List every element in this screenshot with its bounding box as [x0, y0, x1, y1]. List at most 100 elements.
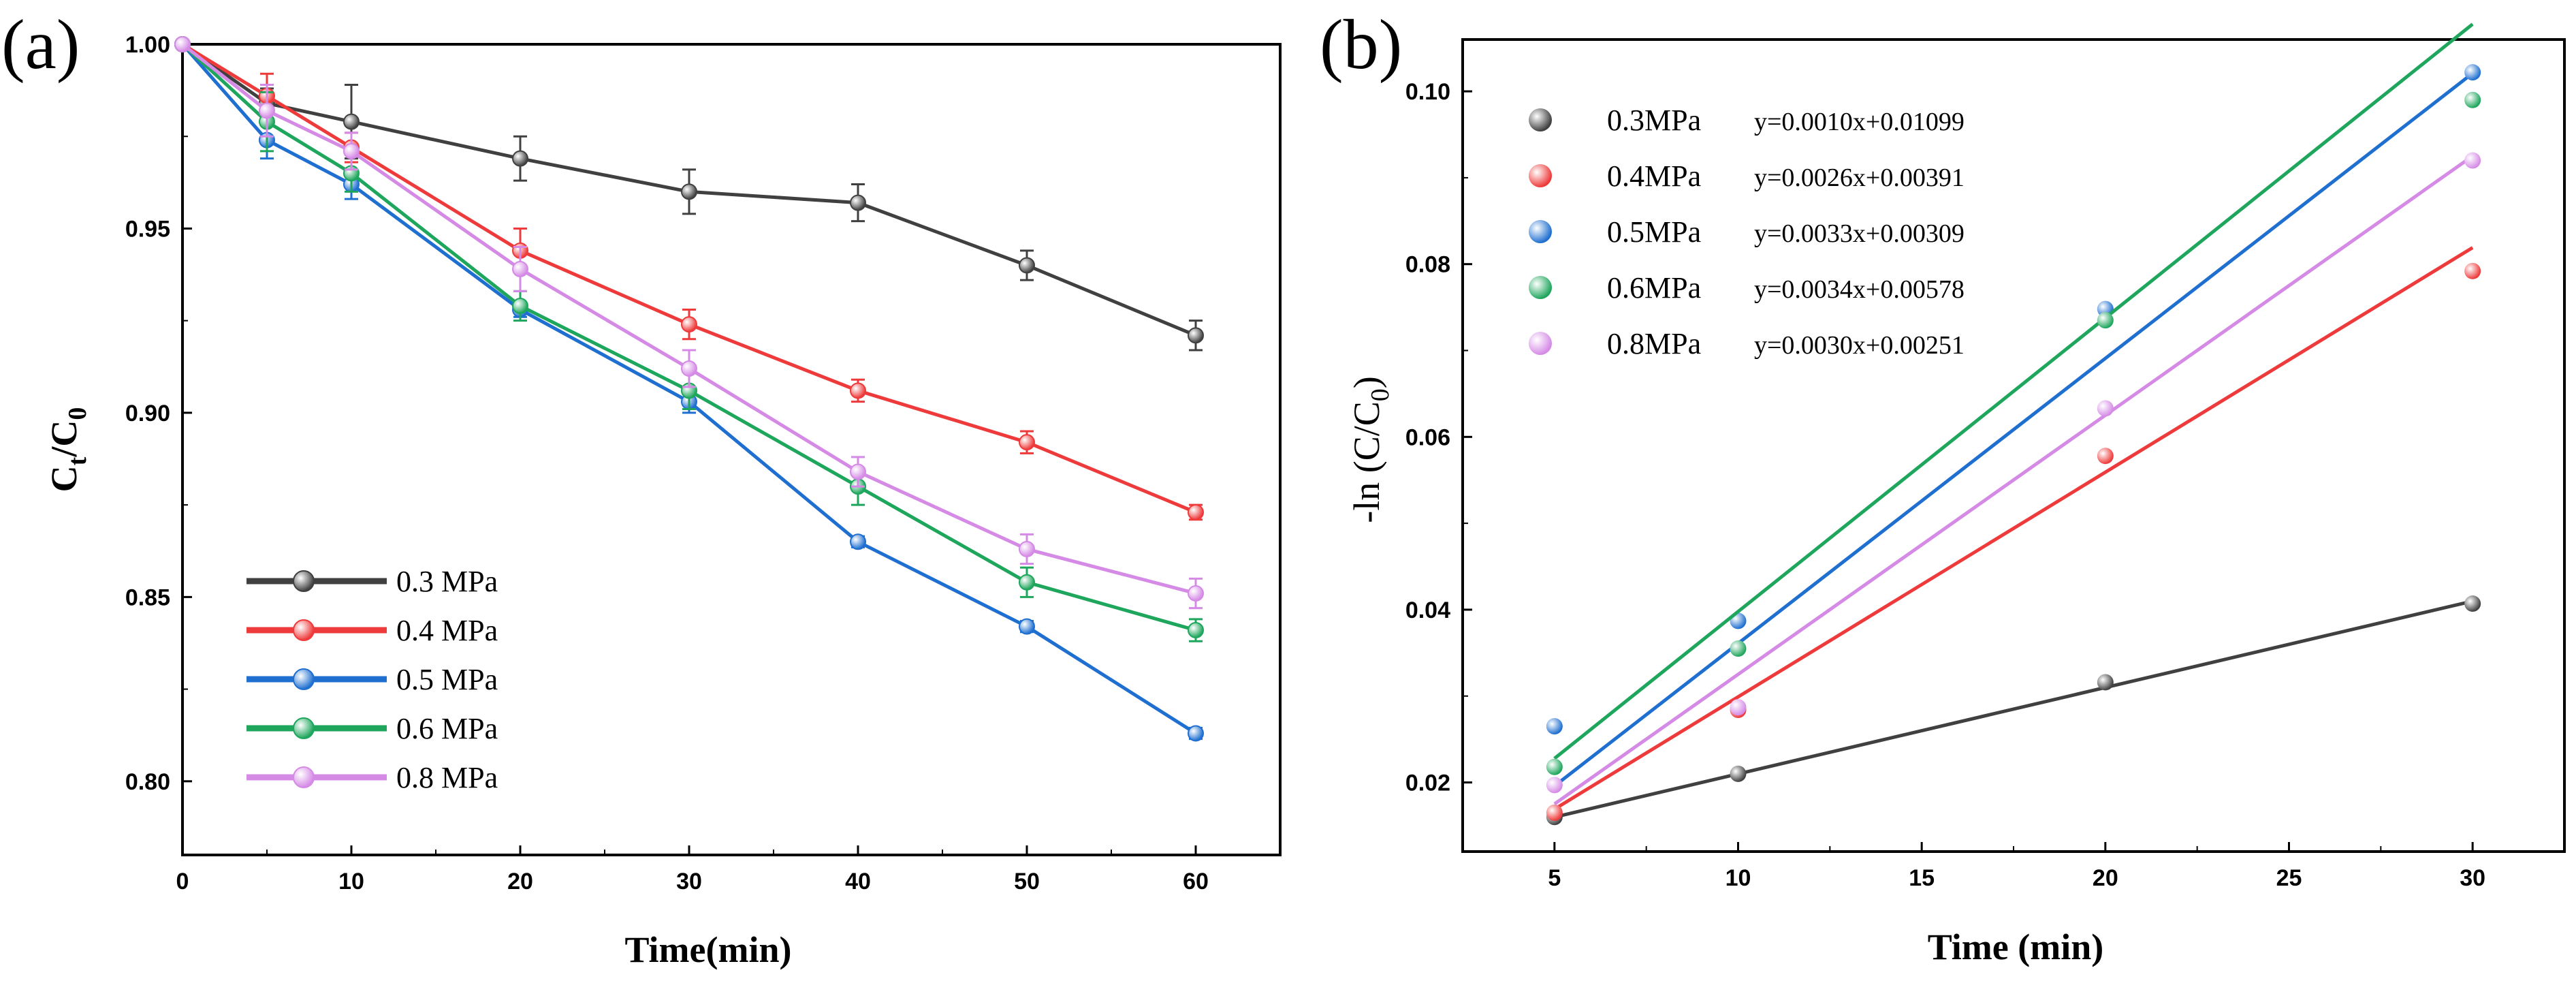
panel-a-y-axis-title: Ct/C0: [44, 407, 92, 493]
legend-equation-0-3mpa: y=0.0010x+0.01099: [1754, 108, 1965, 136]
data-point-0-3mpa-3: [2464, 595, 2481, 612]
data-point-0-4-mpa-6: [1019, 434, 1035, 451]
y-tick-label-b-2: 0.06: [1405, 424, 1450, 450]
x-tick-label-b-2: 15: [1909, 865, 1935, 891]
panel-b-ticks: 5 10 15 20 25 30 0.02 0.04 0.06 0.08 0.10: [1405, 79, 2485, 891]
y-tick-label-b-0: 0.02: [1405, 770, 1450, 796]
data-point-0-8mpa-2: [2097, 400, 2114, 417]
data-point-0-5mpa-0: [1546, 718, 1563, 735]
fit-line-0-6mpa: [1553, 22, 2474, 760]
panel-a-label: (a): [1, 5, 80, 84]
data-point-0-3-mpa-2: [343, 113, 360, 130]
data-point-0-4mpa-3: [2464, 262, 2481, 279]
x-tick-label-a-6: 60: [1183, 869, 1209, 894]
panel-a-ylabel-sub1: t: [63, 456, 92, 465]
legend-equation-0-5mpa: y=0.0033x+0.00309: [1754, 219, 1965, 248]
x-tick-label-a-2: 20: [507, 869, 533, 894]
data-point-0-8-mpa-5: [850, 463, 866, 480]
x-tick-label-b-1: 10: [1726, 865, 1751, 891]
x-tick-label-a-4: 40: [845, 869, 871, 894]
data-point-0-8mpa-3: [2464, 152, 2481, 169]
y-tick-label-b-3: 0.08: [1405, 252, 1450, 278]
y-tick-label-a-4: 1.00: [125, 32, 170, 58]
panel-a-ylabel-main: C: [44, 465, 84, 492]
panel-b-ylabel-main: -ln (C/C: [1346, 401, 1387, 523]
data-point-0-8-mpa-7: [1188, 585, 1204, 602]
legend-label-0-3mpa: 0.3MPa: [1607, 104, 1701, 137]
legend-marker-0-5-mpa: [293, 668, 315, 690]
data-point-0-3-mpa-5: [850, 194, 866, 211]
y-tick-label-a-2: 0.90: [125, 401, 170, 426]
fit-line-0-5mpa: [1553, 72, 2474, 788]
x-tick-label-a-1: 10: [338, 869, 364, 894]
legend-equation-0-6mpa: y=0.0034x+0.00578: [1754, 275, 1965, 304]
legend-marker-0-6-mpa: [293, 717, 315, 739]
data-point-0-8-mpa-4: [681, 360, 697, 377]
y-tick-label-a-1: 0.85: [125, 585, 170, 610]
series-line-0-5-mpa: [181, 43, 1197, 735]
legend-marker-0-4-mpa: [293, 619, 315, 641]
legend-marker-0-8-mpa: [293, 766, 315, 788]
legend-label-0-8-mpa: 0.8 MPa: [396, 761, 498, 794]
data-point-0-3-mpa-3: [512, 150, 528, 167]
data-point-0-6-mpa-3: [512, 298, 528, 315]
y-tick-label-b-4: 0.10: [1405, 79, 1450, 105]
data-point-0-6mpa-0: [1546, 758, 1563, 775]
panel-a-series: [174, 36, 1204, 742]
panel-a-ylabel-slash: /C: [44, 420, 84, 458]
data-point-0-3-mpa-4: [681, 183, 697, 200]
y-tick-label-a-0: 0.80: [125, 769, 170, 795]
legend-marker-0-3mpa: [1529, 108, 1552, 131]
legend-equation-0-4mpa: y=0.0026x+0.00391: [1754, 164, 1965, 192]
x-tick-label-a-0: 0: [176, 869, 189, 894]
legend-marker-0-3-mpa: [293, 570, 315, 592]
data-point-0-8-mpa-6: [1019, 541, 1035, 558]
x-tick-label-a-5: 50: [1014, 869, 1040, 894]
fit-line-0-4mpa: [1553, 246, 2474, 811]
y-tick-label-b-1: 0.04: [1405, 597, 1450, 623]
legend-label-0-5-mpa: 0.5 MPa: [396, 663, 498, 696]
panel-b-ylabel-sub: 0: [1366, 388, 1395, 401]
data-point-0-5mpa-3: [2464, 64, 2481, 81]
panel-a-ticks: 0 10 20 30 40 50 60 0.80 0.85 0.90 0.95 1.00: [125, 32, 1209, 894]
data-point-0-6mpa-2: [2097, 312, 2114, 329]
data-point-0-6-mpa-6: [1019, 574, 1035, 591]
legend-marker-0-6mpa: [1529, 276, 1552, 299]
data-point-0-4-mpa-5: [850, 382, 866, 399]
x-tick-label-b-5: 30: [2460, 865, 2485, 891]
data-point-0-8mpa-0: [1546, 777, 1563, 794]
series-line-0-8-mpa: [181, 43, 1196, 595]
legend-label-0-4-mpa: 0.4 MPa: [396, 614, 498, 647]
fit-line-0-8mpa: [1553, 155, 2474, 806]
panel-a-x-axis-title: Time(min): [625, 929, 792, 970]
data-point-0-4-mpa-7: [1188, 503, 1204, 520]
legend-marker-0-4mpa: [1529, 164, 1552, 187]
data-point-0-4mpa-0: [1546, 804, 1563, 821]
series-line-0-4-mpa: [181, 42, 1196, 514]
legend-label-0-8mpa: 0.8MPa: [1607, 327, 1701, 360]
data-point-0-3mpa-1: [1730, 765, 1747, 782]
y-tick-label-a-3: 0.95: [125, 216, 170, 242]
panel-a-plot-frame: [181, 43, 1282, 856]
panel-b-ylabel-end: ): [1346, 376, 1387, 388]
legend-label-0-5mpa: 0.5MPa: [1607, 215, 1701, 249]
legend-equation-0-8mpa: y=0.0030x+0.00251: [1754, 331, 1965, 360]
panel-a: (a) 0 10 20 30 40 50 60 0.80 0.85 0.90 0.95 1.00 0.…: [1, 5, 1282, 970]
data-point-0-8mpa-1: [1730, 699, 1747, 716]
data-point-0-6mpa-1: [1730, 640, 1747, 657]
x-tick-label-b-3: 20: [2093, 865, 2118, 891]
data-point-0-6mpa-3: [2464, 91, 2481, 108]
panel-b-series: [1546, 22, 2481, 826]
panel-b-legend: 0.3MPa y=0.0010x+0.01099 0.4MPa y=0.0026x+0…: [1529, 104, 1965, 360]
x-tick-label-b-0: 5: [1548, 865, 1561, 891]
data-point-0-3mpa-2: [2097, 674, 2114, 691]
panel-b-x-axis-title: Time (min): [1928, 926, 2103, 967]
data-point-0-6-mpa-7: [1188, 622, 1204, 639]
panel-a-legend: 0.3 MPa 0.4 MPa 0.5 MPa 0.6 MPa 0.8 MPa: [247, 565, 498, 794]
legend-label-0-6-mpa: 0.6 MPa: [396, 712, 498, 745]
data-point-0-3-mpa-7: [1188, 327, 1204, 344]
fit-line-0-3mpa: [1554, 599, 2473, 819]
data-point-0-8-mpa-1: [259, 102, 275, 119]
data-point-0-8-mpa-3: [512, 260, 528, 277]
